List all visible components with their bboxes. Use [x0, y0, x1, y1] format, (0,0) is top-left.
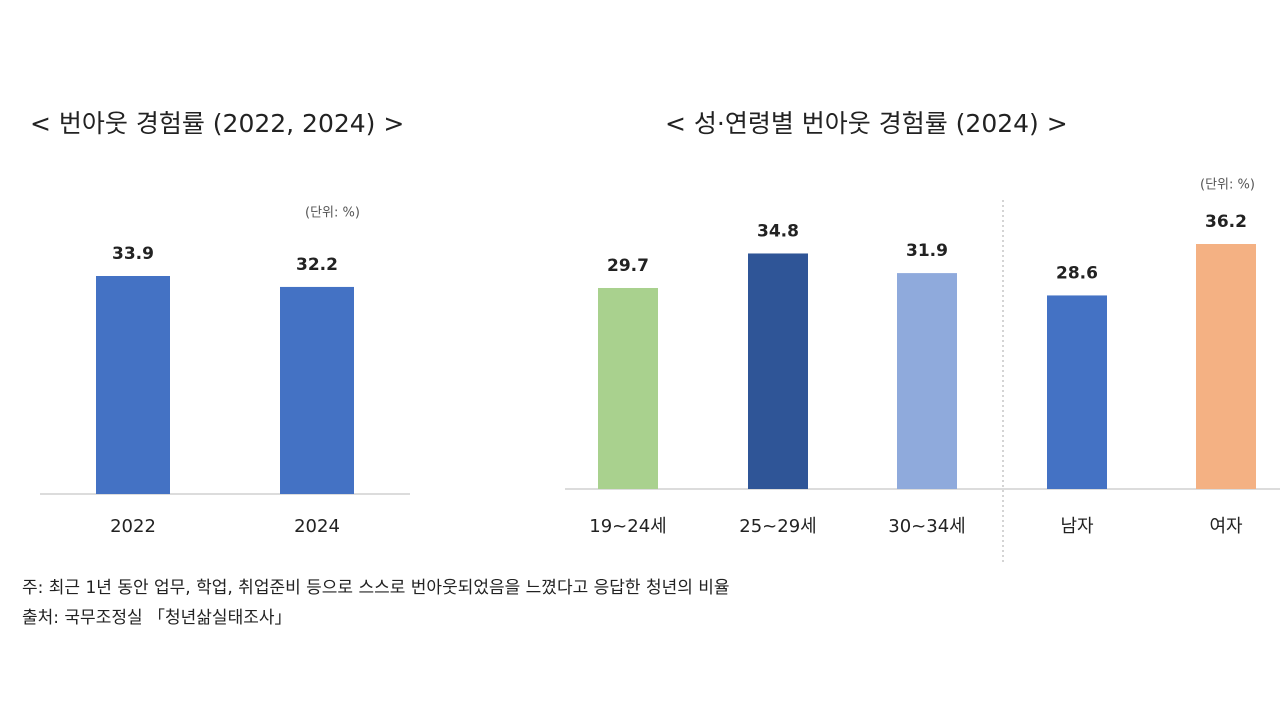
x-tick-label: 2024 [294, 516, 340, 537]
value-label: 34.8 [757, 221, 799, 241]
x-tick-label: 30~34세 [888, 516, 965, 537]
bar [280, 286, 354, 494]
value-label: 32.2 [296, 255, 338, 275]
bar [897, 273, 957, 489]
chart-title: < 성·연령별 번아웃 경험률 (2024) > [665, 109, 1068, 138]
bar [748, 253, 808, 489]
value-label: 36.2 [1205, 212, 1247, 232]
value-label: 29.7 [607, 256, 649, 276]
value-label: 31.9 [906, 241, 948, 261]
bar [598, 287, 658, 489]
x-tick-label: 남자 [1060, 516, 1094, 537]
footnote: 주: 최근 1년 동안 업무, 학업, 취업준비 등으로 스스로 번아웃되었음을… [22, 578, 730, 598]
chart-title: < 번아웃 경험률 (2022, 2024) > [30, 109, 404, 138]
value-label: 28.6 [1056, 263, 1098, 283]
source: 출처: 국무조정실 「청년삶실태조사」 [22, 608, 292, 628]
bar [96, 276, 170, 494]
bar [1047, 295, 1107, 489]
bar [1196, 244, 1256, 489]
value-label: 33.9 [112, 244, 154, 264]
x-tick-label: 19~24세 [589, 516, 666, 537]
x-tick-label: 여자 [1209, 516, 1243, 537]
x-tick-label: 25~29세 [739, 516, 816, 537]
x-tick-label: 2022 [110, 516, 156, 537]
unit-label: (단위: %) [1200, 178, 1255, 193]
unit-label: (단위: %) [305, 206, 360, 221]
